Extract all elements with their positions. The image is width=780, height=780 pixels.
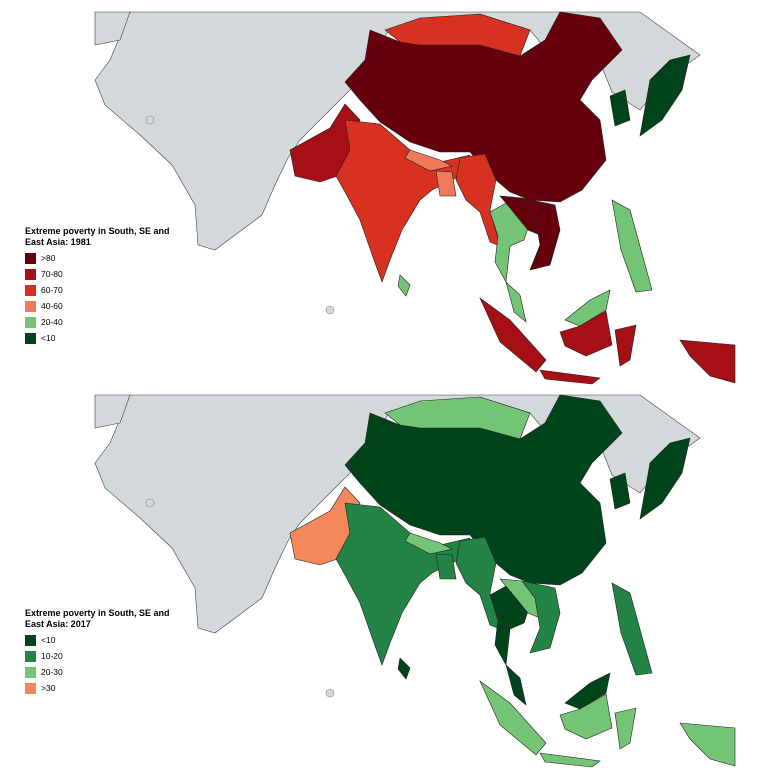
legend-label: 60-70 [41,285,63,295]
country [559,693,613,740]
country [404,532,453,555]
legend-swatch [25,269,36,280]
legend-swatch [25,301,36,312]
legend-label: 20-30 [41,667,63,677]
land [94,394,131,429]
country [455,153,501,247]
country [611,582,653,676]
country [344,11,623,203]
country [404,149,453,172]
country [564,672,611,710]
country [564,289,611,327]
legend-swatch [25,285,36,296]
legend-swatch [25,683,36,694]
country [384,396,531,440]
island [325,688,335,698]
legend-swatch [25,635,36,646]
country [344,394,623,586]
country [397,274,411,297]
country [614,324,637,367]
country [435,170,457,197]
island [145,498,155,508]
land [94,11,131,46]
land [94,11,701,251]
island [145,115,155,125]
legend-swatch [25,651,36,662]
legend-label: >80 [41,253,56,263]
legend-label: 20-40 [41,317,63,327]
country [455,536,501,630]
country [521,580,561,654]
country [611,199,653,293]
island [325,305,335,315]
country [639,437,691,520]
country [639,54,691,137]
country [435,553,457,580]
land [94,394,701,634]
legend-label: 40-60 [41,301,63,311]
legend-swatch [25,667,36,678]
country [609,89,631,127]
country [679,722,736,767]
legend-label: <10 [41,333,56,343]
country [539,752,601,768]
country [679,339,736,384]
country [609,472,631,510]
country [384,13,531,57]
legend-swatch [25,253,36,264]
legend-label: 10-20 [41,651,63,661]
country [479,680,547,756]
country [397,657,411,680]
legend-label: 70-80 [41,269,63,279]
legend-swatch [25,333,36,344]
country [505,281,527,323]
country [505,664,527,706]
country [479,297,547,373]
country [614,707,637,750]
legend-title: Extreme poverty in South, SE and East As… [25,608,170,629]
legend-label: >30 [41,683,56,693]
legend-title: Extreme poverty in South, SE and East As… [25,226,170,247]
country [521,197,561,271]
country [559,310,613,357]
legend-swatch [25,317,36,328]
legend-label: <10 [41,635,56,645]
country [539,369,601,385]
